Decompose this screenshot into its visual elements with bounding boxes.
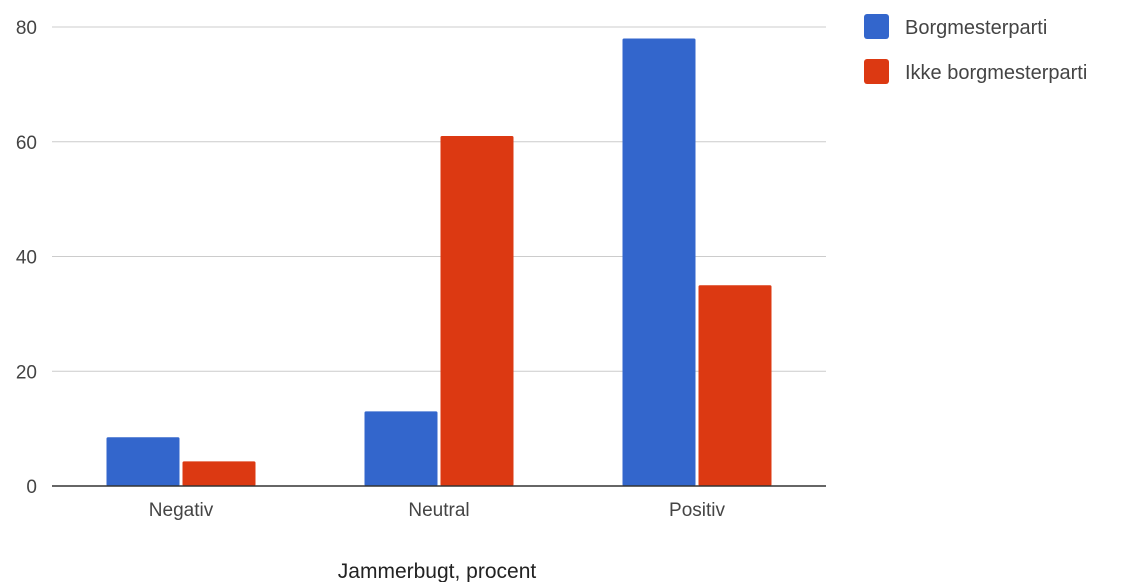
- legend-swatch: [864, 14, 889, 39]
- gridlines: [52, 26, 826, 372]
- bars: [106, 38, 772, 486]
- y-tick-label: 20: [16, 362, 37, 383]
- legend-swatch: [864, 59, 889, 84]
- y-tick-label: 40: [16, 248, 37, 269]
- legend-label: Ikke borgmesterparti: [905, 62, 1087, 84]
- x-axis-title: Jammerbugt, procent: [338, 560, 537, 582]
- x-tick-label: Negativ: [149, 500, 214, 521]
- bar-negativ-series-1: [106, 437, 180, 486]
- bar-neutral-series-1: [364, 411, 438, 486]
- x-tick-label: Neutral: [408, 500, 469, 521]
- y-axis-ticks: 0 20 40 60 80: [16, 18, 37, 498]
- legend: Borgmesterparti Ikke borgmesterparti: [864, 14, 1087, 84]
- legend-label: Borgmesterparti: [905, 17, 1047, 39]
- bar-positiv-series-2: [698, 285, 772, 486]
- bar-negativ-series-2: [182, 461, 256, 486]
- y-tick-label: 80: [16, 18, 37, 39]
- bar-positiv-series-1: [622, 38, 696, 486]
- y-tick-label: 60: [16, 133, 37, 154]
- x-tick-label: Positiv: [669, 500, 725, 521]
- bar-neutral-series-2: [440, 136, 514, 486]
- x-axis-ticks: Negativ Neutral Positiv: [149, 500, 726, 521]
- y-tick-label: 0: [26, 477, 37, 498]
